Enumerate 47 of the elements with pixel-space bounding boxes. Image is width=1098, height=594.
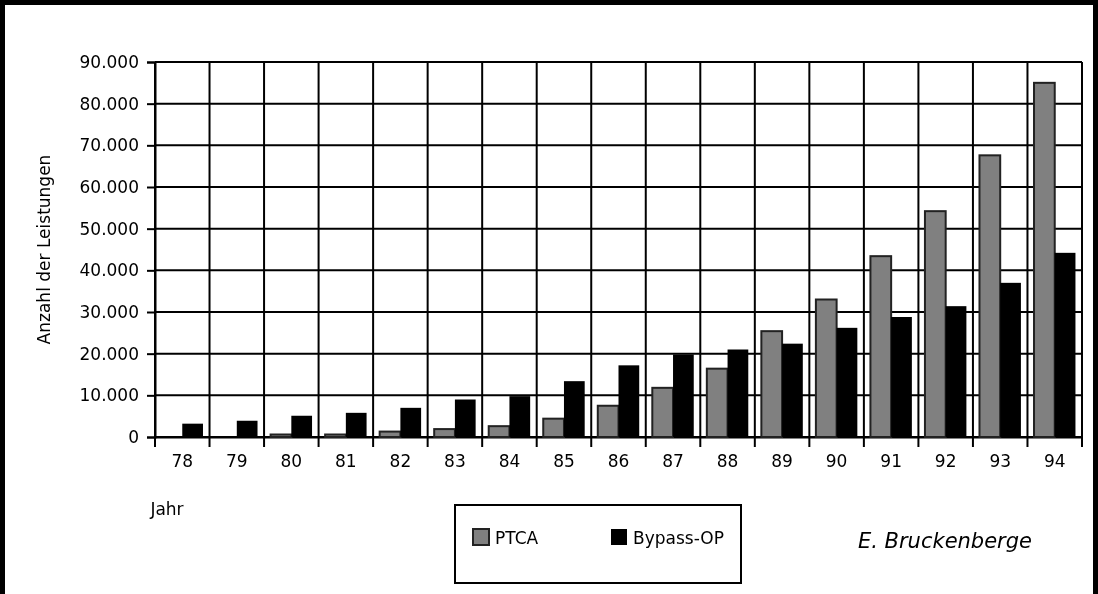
- x-tick-label: 79: [225, 451, 248, 472]
- x-tick-label: 86: [607, 451, 630, 472]
- x-tick-label: 91: [880, 451, 902, 472]
- bar: [923, 210, 947, 438]
- x-tick-label: 85: [553, 451, 575, 472]
- y-tick-label: 10.000: [79, 385, 139, 406]
- x-tick-label: 87: [662, 451, 684, 472]
- legend-label: Bypass-OP: [633, 528, 724, 548]
- bar: [1033, 81, 1056, 438]
- y-tick-label: 70.000: [79, 135, 139, 156]
- x-tick-label: 82: [389, 451, 412, 472]
- text: E. Bruckenberge: [857, 529, 1032, 553]
- bar: [596, 404, 620, 438]
- bar: [433, 428, 456, 438]
- x-tick-label: 94: [1043, 451, 1066, 472]
- x-tick-label: 78: [171, 451, 194, 472]
- bar: [869, 255, 893, 438]
- y-tick-label: 80.000: [79, 93, 139, 114]
- y-tick-label: 0: [128, 426, 139, 447]
- bar: [378, 430, 402, 438]
- x-tick-label: 89: [771, 451, 793, 472]
- y-tick-label: 20.000: [79, 343, 139, 364]
- x-tick-label: 81: [335, 451, 357, 472]
- x-tick-label: 88: [716, 451, 739, 472]
- y-tick-label: 90.000: [79, 51, 139, 72]
- x-tick-label: 84: [498, 451, 521, 472]
- y-tick-label: 30.000: [79, 301, 139, 322]
- x-tick-label: 93: [989, 451, 1012, 472]
- x-tick-label: 90: [825, 451, 848, 472]
- bar: [651, 386, 675, 438]
- bar: [487, 425, 511, 438]
- x-tick-label: 92: [934, 451, 957, 472]
- x-axis-title: Jahr: [149, 499, 184, 519]
- x-tick-label: 80: [280, 451, 303, 472]
- bar: [542, 417, 565, 438]
- x-tick-label: 83: [444, 451, 466, 472]
- legend-label: PTCA: [495, 528, 539, 548]
- bar: [324, 433, 347, 438]
- y-tick-label: 40.000: [79, 260, 139, 281]
- bar: [760, 330, 784, 438]
- bar: [269, 433, 293, 438]
- bar: [978, 154, 1002, 438]
- y-tick-label: 60.000: [79, 176, 139, 197]
- bar: [814, 298, 838, 438]
- bar: [705, 367, 729, 438]
- y-axis-title: Anzahl der Leistungen: [34, 154, 54, 345]
- y-tick-label: 50.000: [79, 218, 139, 239]
